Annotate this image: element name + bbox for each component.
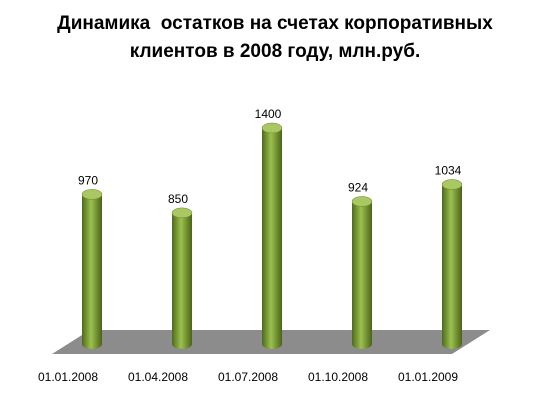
bar-top [261, 122, 283, 134]
bar [82, 189, 102, 349]
bar [262, 123, 282, 349]
chart-title: Динамика остатков на счетах корпоративны… [57, 13, 499, 62]
bar [442, 179, 462, 349]
x-tick-label: 01.07.2008 [218, 370, 278, 384]
data-label: 850 [168, 192, 188, 206]
bar-top [351, 196, 373, 207]
data-label: 970 [78, 173, 98, 187]
data-label: 924 [348, 180, 368, 194]
x-tick-label: 01.04.2008 [128, 370, 188, 384]
data-label: 1034 [435, 163, 462, 177]
bar [352, 196, 372, 349]
x-tick-label: 01.01.2008 [38, 370, 98, 384]
x-tick-label: 01.10.2008 [308, 370, 368, 384]
bar-top [81, 189, 103, 200]
x-tick-label: 01.01.2009 [398, 370, 458, 384]
bar-top [441, 179, 463, 190]
bar [172, 207, 192, 349]
data-label: 1400 [255, 107, 282, 121]
bar-top [171, 207, 193, 219]
